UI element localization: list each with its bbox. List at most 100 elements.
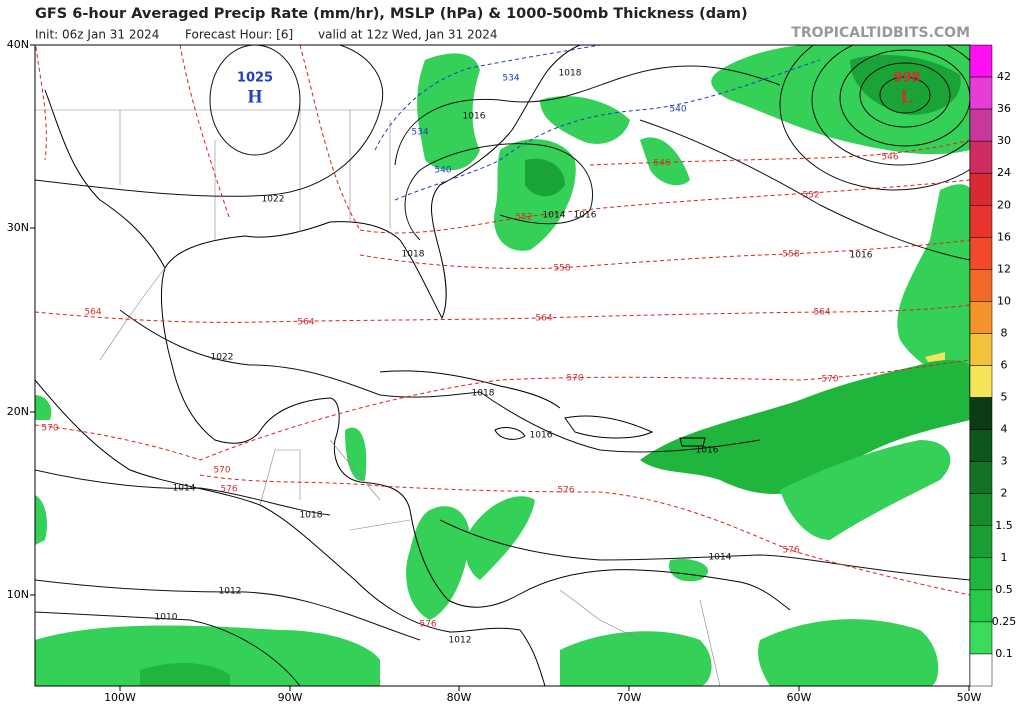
colorbar-label: 2 <box>1001 487 1008 500</box>
colorbar-label: 0.1 <box>995 647 1013 660</box>
thickness-label: 576 <box>782 546 799 556</box>
colorbar-swatch <box>969 333 993 366</box>
colorbar-label: 30 <box>997 134 1011 147</box>
thickness-label: 564 <box>813 308 830 318</box>
isobars <box>35 45 970 686</box>
thickness-label: 546 <box>881 153 898 163</box>
thickness-label: 576 <box>557 486 574 496</box>
colorbar-swatch <box>969 397 993 430</box>
colorbar-swatch <box>969 237 993 270</box>
precipitation <box>35 45 970 686</box>
thickness-label: 534 <box>502 74 519 84</box>
colorbar-label: 8 <box>1001 326 1008 339</box>
lon-label: 50W <box>957 691 982 704</box>
lon-label: 70W <box>617 691 642 704</box>
pressure-symbol: L <box>901 86 914 107</box>
colorbar-label: 20 <box>997 198 1011 211</box>
title: GFS 6-hour Averaged Precip Rate (mm/hr),… <box>35 6 748 22</box>
colorbar-label: 0.5 <box>995 583 1013 596</box>
thickness-label: 546 <box>653 159 670 169</box>
thickness-label: 570 <box>213 466 230 476</box>
colorbar-swatch <box>969 557 993 591</box>
lon-label: 90W <box>278 691 303 704</box>
isobar-label: 1010 <box>155 613 178 623</box>
isobar-label: 1018 <box>472 389 495 399</box>
thickness-label: 540 <box>434 166 451 176</box>
colorbar-swatch <box>969 205 993 238</box>
coastlines <box>35 45 791 686</box>
colorbar-swatch <box>969 140 993 174</box>
colorbar-label: 4 <box>1001 423 1008 436</box>
isobar-label: 1016 <box>463 112 486 122</box>
isobar-label: 1018 <box>559 69 582 79</box>
isobar-label: 1016 <box>530 431 553 441</box>
colorbar-label: 12 <box>997 262 1011 275</box>
colorbar-swatch <box>969 108 993 142</box>
colorbar-swatch <box>969 589 993 623</box>
lat-label: 40N <box>7 38 29 51</box>
colorbar-label: 36 <box>997 102 1011 115</box>
lat-label: 20N <box>7 405 29 418</box>
isobar-label: 1014 <box>709 553 732 563</box>
colorbar-swatch <box>969 76 993 110</box>
isobar-label: 1022 <box>211 353 234 363</box>
thickness-label: 570 <box>821 375 838 385</box>
colorbar-label: 5 <box>1001 391 1008 404</box>
forecast-hour: Forecast Hour: [6] <box>185 28 293 42</box>
init-time: Init: 06z Jan 31 2024 <box>35 28 159 42</box>
thickness-label: 552 <box>802 191 819 201</box>
thickness-lines <box>35 45 970 596</box>
pressure-value: 998 <box>893 71 920 86</box>
colorbar-swatch <box>969 44 993 78</box>
lon-label: 60W <box>787 691 812 704</box>
colorbar-swatch <box>969 461 993 494</box>
colorbar-label: 24 <box>997 166 1011 179</box>
thickness-label: 540 <box>669 105 686 115</box>
colorbar-swatch <box>969 269 993 302</box>
colorbar-swatch <box>969 621 993 655</box>
isobar-label: 1016 <box>850 251 873 261</box>
colorbar-label: 16 <box>997 230 1011 243</box>
colorbar-swatch <box>969 653 993 687</box>
colorbar-label: 6 <box>1001 359 1008 372</box>
thickness-label: 576 <box>220 485 237 495</box>
isobar-label: 1016 <box>696 446 719 456</box>
thickness-label: 558 <box>782 250 799 260</box>
colorbar-swatch <box>969 301 993 334</box>
colorbar-label: 42 <box>997 70 1011 83</box>
colorbar-label: 1.5 <box>995 519 1013 532</box>
thickness-label: 552 <box>515 213 532 223</box>
thickness-label: 564 <box>535 314 552 324</box>
lon-label: 80W <box>447 691 472 704</box>
lat-label: 10N <box>7 588 29 601</box>
isobar-label: 1018 <box>402 250 425 260</box>
map-area <box>35 45 970 686</box>
pressure-value: 1025 <box>237 71 273 86</box>
isobar-label: 1016 <box>574 211 597 221</box>
colorbar-label: 3 <box>1001 455 1008 468</box>
thickness-label: 570 <box>566 374 583 384</box>
colorbar-label: 1 <box>1001 551 1008 564</box>
pressure-symbol: H <box>248 86 263 107</box>
isobar-label: 1022 <box>262 195 285 205</box>
thickness-label: 534 <box>411 128 428 138</box>
thickness-label: 576 <box>419 620 436 630</box>
thickness-label: 564 <box>297 318 314 328</box>
isobar-label: 1012 <box>449 636 472 646</box>
site-credit: TROPICALTIDBITS.COM <box>791 25 970 41</box>
valid-time: valid at 12z Wed, Jan 31 2024 <box>318 28 498 42</box>
isobar-label: 1012 <box>219 587 242 597</box>
colorbar-swatch <box>969 365 993 398</box>
lat-label: 30N <box>7 221 29 234</box>
isobar-label: 1018 <box>300 511 323 521</box>
isobar-label: 1014 <box>173 484 196 494</box>
colorbar-label: 10 <box>997 294 1011 307</box>
colorbar-swatch <box>969 172 993 206</box>
borders <box>35 100 721 686</box>
colorbar-label: 0.25 <box>992 615 1017 628</box>
isobar-label: 1014 <box>543 211 566 221</box>
colorbar-swatch <box>969 493 993 527</box>
